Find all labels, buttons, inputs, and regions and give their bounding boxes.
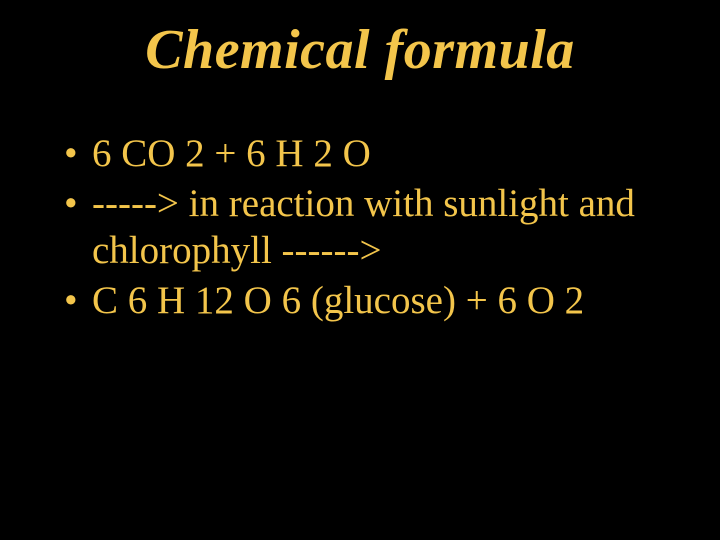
slide-title: Chemical formula <box>40 18 680 82</box>
slide: Chemical formula 6 CO 2 + 6 H 2 O ----->… <box>0 0 720 540</box>
list-item: 6 CO 2 + 6 H 2 O <box>64 130 680 178</box>
bullet-list: 6 CO 2 + 6 H 2 O -----> in reaction with… <box>40 130 680 324</box>
list-item: C 6 H 12 O 6 (glucose) + 6 O 2 <box>64 277 680 325</box>
list-item: -----> in reaction with sunlight and chl… <box>64 180 680 275</box>
